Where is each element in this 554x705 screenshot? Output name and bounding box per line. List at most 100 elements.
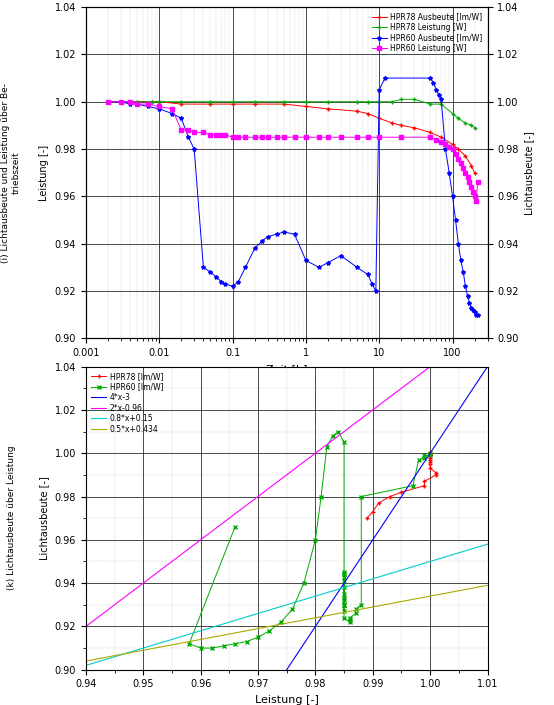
HPR60 Leistung [W] bbox=[462, 168, 469, 177]
Text: (k) Lichtausbeute über Leistung: (k) Lichtausbeute über Leistung bbox=[7, 446, 16, 591]
HPR78 [lm/W] bbox=[427, 453, 433, 462]
0.8*x+0.15 bbox=[83, 661, 89, 670]
HPR78 [lm/W] bbox=[427, 449, 433, 458]
HPR78 [lm/W] bbox=[363, 514, 370, 522]
HPR78 Ausbeute [lm/W] bbox=[134, 97, 141, 106]
HPR60 Leistung [W] bbox=[200, 128, 207, 137]
HPR60 Leistung [W] bbox=[169, 104, 176, 113]
HPR60 Leistung [W] bbox=[325, 133, 331, 142]
HPR60 Ausbeute [lm/W] bbox=[105, 97, 111, 106]
HPR60 Leistung [W] bbox=[315, 133, 322, 142]
HPR60 [lm/W] bbox=[255, 633, 261, 642]
HPR60 Leistung [W] bbox=[191, 128, 198, 137]
Line: HPR78 [lm/W]: HPR78 [lm/W] bbox=[365, 451, 438, 520]
HPR78 [lm/W] bbox=[427, 455, 433, 464]
Line: 0.5*x+0.434: 0.5*x+0.434 bbox=[86, 585, 488, 661]
HPR78 Ausbeute [lm/W] bbox=[354, 107, 361, 116]
HPR60 [lm/W] bbox=[209, 644, 216, 652]
2*x-0.96 bbox=[447, 348, 453, 356]
HPR78 Leistung [W] bbox=[427, 100, 434, 109]
HPR60 Ausbeute [lm/W] bbox=[376, 86, 382, 94]
Y-axis label: Leistung [-]: Leistung [-] bbox=[39, 145, 49, 201]
HPR60 Ausbeute [lm/W] bbox=[473, 310, 479, 319]
HPR60 Leistung [W] bbox=[438, 137, 444, 146]
HPR60 [lm/W] bbox=[341, 607, 347, 615]
HPR78 Leistung [W] bbox=[438, 100, 444, 109]
HPR60 Leistung [W] bbox=[258, 133, 265, 142]
HPR60 [lm/W] bbox=[341, 570, 347, 579]
HPR78 Leistung [W] bbox=[252, 97, 258, 106]
4*x-3 bbox=[322, 608, 329, 616]
HPR78 [lm/W] bbox=[433, 468, 439, 477]
HPR60 Leistung [W] bbox=[337, 133, 344, 142]
HPR60 Leistung [W] bbox=[473, 197, 479, 205]
HPR78 Ausbeute [lm/W] bbox=[156, 97, 162, 106]
HPR60 [lm/W] bbox=[341, 570, 347, 579]
HPR78 [lm/W] bbox=[421, 477, 428, 486]
HPR60 Leistung [W] bbox=[470, 188, 476, 196]
HPR78 [lm/W] bbox=[427, 449, 433, 458]
Line: 4*x-3: 4*x-3 bbox=[86, 367, 488, 705]
HPR60 Leistung [W] bbox=[376, 133, 382, 142]
Text: (i) Lichtausbeute und Leistung über Be-
triebszeit: (i) Lichtausbeute und Leistung über Be- … bbox=[1, 82, 21, 263]
HPR78 Ausbeute [lm/W] bbox=[468, 161, 475, 170]
2*x-0.96 bbox=[329, 436, 335, 445]
HPR60 [lm/W] bbox=[421, 453, 428, 462]
HPR60 Ausbeute [lm/W] bbox=[365, 270, 371, 278]
HPR78 Ausbeute [lm/W] bbox=[389, 118, 396, 127]
HPR78 [lm/W] bbox=[427, 464, 433, 472]
HPR60 [lm/W] bbox=[341, 594, 347, 603]
HPR60 [lm/W] bbox=[341, 589, 347, 598]
HPR60 [lm/W] bbox=[346, 613, 353, 622]
HPR78 [lm/W] bbox=[427, 451, 433, 460]
HPR60 Leistung [W] bbox=[427, 133, 434, 142]
HPR60 Leistung [W] bbox=[229, 133, 236, 142]
HPR78 Leistung [W] bbox=[462, 118, 469, 127]
HPR78 Leistung [W] bbox=[354, 97, 361, 106]
HPR60 Leistung [W] bbox=[273, 133, 280, 142]
HPR78 Leistung [W] bbox=[302, 97, 309, 106]
Line: HPR78 Leistung [W]: HPR78 Leistung [W] bbox=[106, 97, 476, 130]
0.8*x+0.15 bbox=[329, 587, 335, 596]
4*x-3 bbox=[447, 419, 453, 428]
HPR78 Leistung [W] bbox=[389, 97, 396, 106]
HPR60 Leistung [W] bbox=[242, 133, 249, 142]
HPR78 [lm/W] bbox=[427, 449, 433, 458]
0.8*x+0.15 bbox=[320, 589, 327, 598]
Line: HPR60 [lm/W]: HPR60 [lm/W] bbox=[187, 429, 432, 650]
HPR78 [lm/W] bbox=[427, 451, 433, 460]
HPR60 Leistung [W] bbox=[446, 142, 453, 151]
HPR60 Leistung [W] bbox=[222, 130, 229, 139]
HPR78 Ausbeute [lm/W] bbox=[149, 97, 156, 106]
HPR78 Ausbeute [lm/W] bbox=[229, 100, 236, 109]
0.8*x+0.15 bbox=[322, 589, 329, 597]
HPR60 Leistung [W] bbox=[235, 133, 242, 142]
HPR78 Ausbeute [lm/W] bbox=[178, 100, 184, 109]
0.5*x+0.434 bbox=[83, 657, 89, 666]
HPR78 Leistung [W] bbox=[398, 95, 404, 104]
HPR60 Leistung [W] bbox=[398, 133, 404, 142]
HPR60 Leistung [W] bbox=[280, 133, 287, 142]
HPR60 [lm/W] bbox=[197, 644, 204, 652]
HPR78 [lm/W] bbox=[427, 451, 433, 460]
4*x-3 bbox=[484, 362, 491, 371]
HPR60 Leistung [W] bbox=[365, 133, 371, 142]
2*x-0.96 bbox=[320, 443, 327, 451]
HPR60 Leistung [W] bbox=[134, 100, 141, 109]
2*x-0.96 bbox=[322, 442, 329, 450]
4*x-3 bbox=[320, 610, 327, 618]
HPR60 Leistung [W] bbox=[458, 159, 464, 168]
HPR60 Leistung [W] bbox=[291, 133, 298, 142]
Line: 2*x-0.96: 2*x-0.96 bbox=[86, 324, 488, 627]
HPR60 Leistung [W] bbox=[105, 97, 111, 106]
HPR78 Ausbeute [lm/W] bbox=[449, 140, 456, 149]
HPR60 Leistung [W] bbox=[252, 133, 258, 142]
HPR78 Leistung [W] bbox=[229, 97, 236, 106]
HPR60 Leistung [W] bbox=[178, 126, 184, 135]
HPR78 Ausbeute [lm/W] bbox=[462, 152, 469, 160]
HPR60 [lm/W] bbox=[341, 601, 347, 609]
HPR60 Leistung [W] bbox=[207, 130, 214, 139]
HPR60 Leistung [W] bbox=[145, 100, 151, 109]
0.5*x+0.434 bbox=[322, 612, 329, 620]
HPR60 Leistung [W] bbox=[127, 97, 134, 106]
